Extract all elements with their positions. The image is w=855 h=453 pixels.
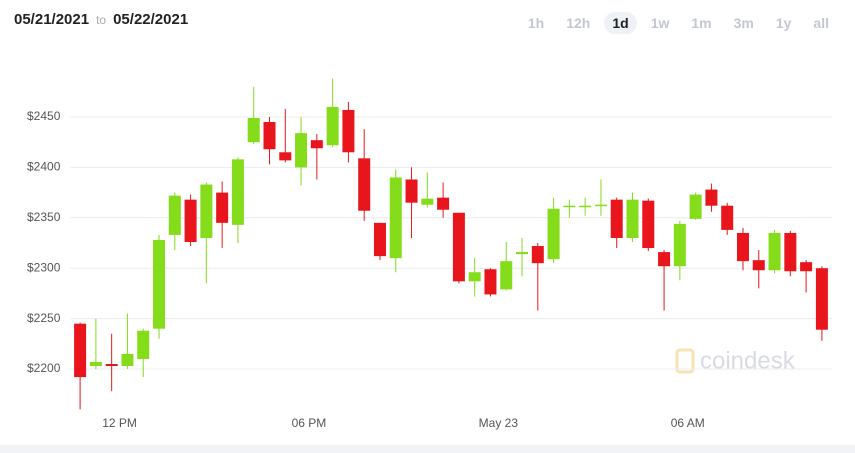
range-button[interactable]: 12h	[566, 15, 591, 31]
start-date: 05/21/2021	[14, 11, 90, 28]
candle-body	[421, 198, 434, 205]
y-tick-label: $2350	[27, 210, 61, 224]
candle-body	[342, 109, 355, 153]
candle-body	[231, 159, 244, 225]
candle-body	[594, 204, 607, 207]
candle-body	[531, 246, 544, 264]
candle-body	[153, 239, 166, 329]
range-buttons: 1h 12h 1d 1w 1m 3m 1y all	[520, 12, 837, 34]
candle-body	[358, 158, 371, 211]
candle-body	[689, 194, 702, 219]
x-tick-label: 12 PM	[102, 416, 137, 430]
candle-body	[579, 205, 592, 208]
date-range: 05/21/2021 to 05/22/2021	[14, 11, 188, 28]
candle-body	[642, 200, 655, 249]
footer-bar	[0, 445, 855, 453]
candle-body	[216, 192, 229, 223]
candle-body	[279, 152, 292, 161]
candle-body	[200, 184, 213, 238]
x-tick-label: May 23	[479, 416, 519, 430]
y-tick-label: $2300	[27, 260, 61, 274]
range-button[interactable]: 1y	[775, 15, 792, 31]
range-button[interactable]: 1h	[527, 15, 545, 31]
candle-body	[626, 199, 639, 238]
candle-body	[405, 179, 418, 203]
candle-body	[326, 106, 339, 146]
y-tick-label: $2450	[27, 109, 61, 123]
candle-body	[105, 363, 118, 367]
x-tick-label: 06 AM	[671, 416, 705, 430]
candle-body	[784, 232, 797, 272]
candle-body	[121, 353, 134, 367]
y-tick-label: $2200	[27, 361, 61, 375]
to-word: to	[96, 13, 107, 27]
range-button[interactable]: 1m	[691, 15, 712, 31]
candle-body	[295, 133, 308, 168]
range-button[interactable]: all	[813, 15, 829, 31]
candle-body	[484, 269, 497, 295]
candle-body	[547, 208, 560, 260]
candle-body	[389, 177, 402, 259]
candle-body	[705, 189, 718, 206]
range-button[interactable]: 1w	[650, 15, 670, 31]
candle-body	[673, 223, 686, 267]
candle-body	[815, 268, 828, 330]
candle-body	[452, 212, 465, 282]
candle-body	[310, 140, 323, 149]
candle-body	[263, 122, 276, 150]
candle-body	[89, 361, 102, 367]
candle-body	[768, 232, 781, 271]
candle-body	[610, 199, 623, 238]
candle-body	[563, 205, 576, 208]
range-button[interactable]: 3m	[733, 15, 754, 31]
candle-body	[658, 252, 671, 267]
watermark: coindesk	[675, 347, 796, 374]
watermark-text: coindesk	[700, 347, 796, 374]
candle-body	[247, 117, 260, 143]
candle-body	[752, 260, 765, 271]
candle-body	[721, 205, 734, 230]
x-tick-label: 06 PM	[292, 416, 327, 430]
candle-body	[800, 262, 813, 272]
y-tick-label: $2250	[27, 311, 61, 325]
candle-body	[500, 261, 513, 290]
candle-body	[437, 197, 450, 210]
candle-body	[468, 272, 481, 282]
candle-body	[184, 199, 197, 243]
candle-body	[137, 330, 150, 359]
candle-body	[74, 323, 87, 378]
range-button[interactable]: 1d	[604, 12, 637, 34]
end-date: 05/22/2021	[113, 11, 189, 28]
candle-body	[736, 232, 749, 262]
candle-body	[168, 195, 181, 235]
y-tick-label: $2400	[27, 160, 61, 174]
candle-body	[373, 222, 386, 257]
candle-body	[516, 252, 529, 255]
